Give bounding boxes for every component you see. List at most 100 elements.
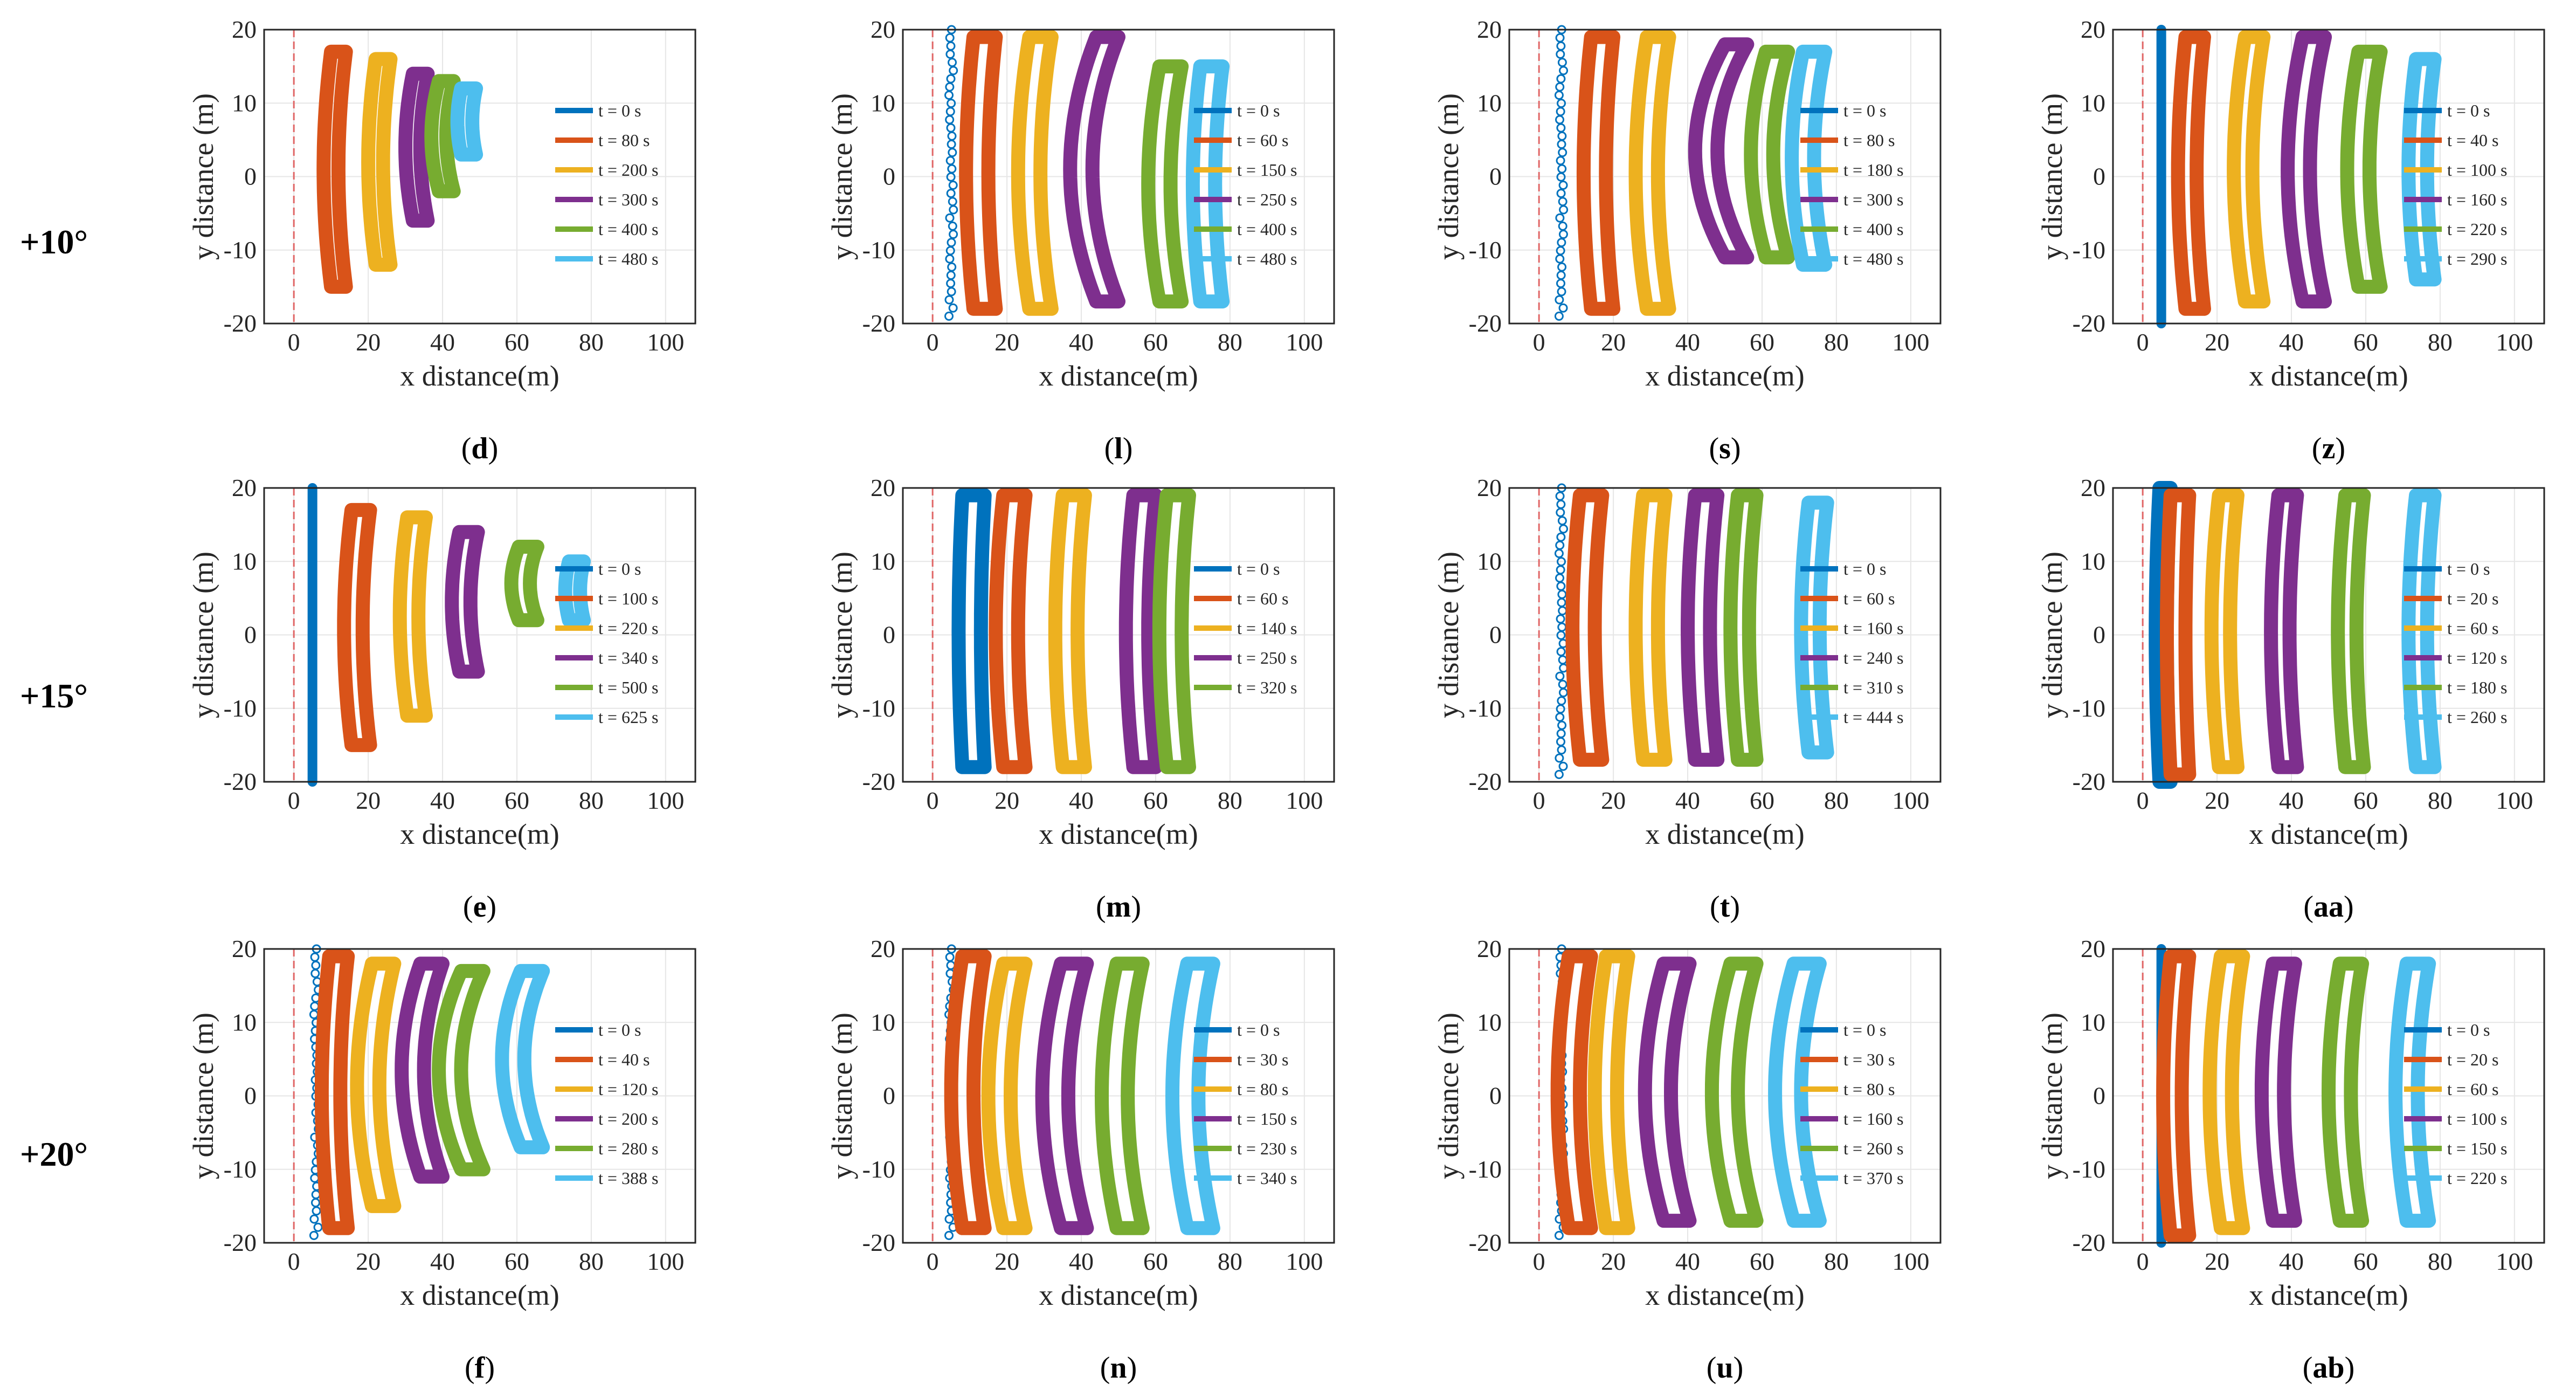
data-point [1556,189,1566,198]
series-1-marks [944,949,992,1235]
y-tick-label: -20 [2073,768,2105,795]
series-1-marks [2171,30,2211,316]
y-axis-label: y distance (m) [826,93,858,260]
series-3-marks [1035,956,1094,1235]
y-tick-label: -10 [1469,694,1502,722]
data-point [309,1214,319,1224]
x-tick-label: 0 [288,328,300,356]
y-axis-label: y distance (m) [1432,93,1465,260]
y-tick-label: -10 [1469,1155,1502,1183]
x-tick-label: 40 [2279,1248,2304,1275]
legend: t = 0 s t = 20 s t = 60 s t = 120 s t = 180 … [2404,559,2507,727]
series-5-marks [495,964,550,1154]
data-point [946,189,956,198]
legend: t = 0 s t = 80 s t = 200 s t = 300 s t = 400… [555,101,658,269]
legend-entry: t = 300 s [1843,190,1903,209]
legend-entry: t = 340 s [1237,1168,1297,1188]
legend-entry: t = 160 s [1843,618,1903,638]
series-2-marks [2204,488,2244,774]
axes-box [2112,29,2545,325]
legend-entry: t = 160 s [1843,1109,1903,1128]
y-axis-label: y distance (m) [187,1013,219,1179]
panel-caption: (d) [461,432,498,465]
y-tick-label: -10 [224,1155,257,1183]
y-tick-label: 20 [1477,935,1502,962]
legend-entry: t = 290 s [2447,249,2507,269]
x-tick-label: 60 [1143,328,1168,356]
legend-entry: t = 444 s [1843,707,1903,727]
series-4-marks [2340,44,2388,294]
legend-entry: t = 100 s [2447,160,2507,180]
panel-caption: (ab) [2303,1351,2354,1385]
x-tick-label: 60 [1750,1248,1774,1275]
panel-ab: 0 20 40 60 80 100 -20 -10 0 10 20 x distance(m) y di… [2036,935,2545,1385]
x-tick-label: 60 [2353,328,2378,356]
series-2-marks [1628,30,1676,316]
series-3-marks [395,956,450,1184]
legend-entry: t = 220 s [2447,1168,2507,1188]
legend-entry: t = 180 s [2447,678,2507,697]
series-3-marks [1638,956,1697,1228]
legend-entry: t = 310 s [1843,678,1903,697]
data-point [1558,180,1568,190]
x-tick-label: 100 [1286,1248,1323,1275]
x-tick-label: 20 [2205,787,2229,814]
x-tick-label: 40 [2279,787,2304,814]
legend-entry: t = 150 s [1237,1109,1297,1128]
data-point [1557,58,1567,67]
y-tick-label: 10 [871,1008,895,1036]
series-1-marks [2160,488,2197,782]
x-tick-label: 80 [2428,787,2453,814]
legend-entry: t = 388 s [598,1168,658,1188]
y-tick-label: -10 [862,236,895,264]
legend: t = 0 s t = 30 s t = 80 s t = 150 s t = 230 … [1194,1020,1297,1188]
data-point [948,221,957,231]
x-tick-label: 40 [430,328,455,356]
data-point [1557,720,1567,730]
y-tick-label: 0 [2093,1082,2105,1110]
panel-caption: (u) [1707,1351,1743,1385]
x-tick-label: 60 [2353,1248,2378,1275]
x-tick-label: 80 [1218,328,1242,356]
x-tick-label: 20 [356,787,381,814]
panel-caption: (f) [465,1351,495,1385]
x-tick-label: 20 [356,328,381,356]
axes-box [902,29,1335,325]
x-tick-label: 0 [1533,328,1545,356]
data-point [947,164,957,174]
legend-entry: t = 100 s [598,589,658,608]
series-1-marks [1576,30,1621,316]
data-point [1557,516,1567,526]
axes-box [902,948,1335,1244]
row-label: +15° [20,677,88,715]
series-4-marks [1723,488,1764,767]
legend-entry: t = 140 s [1237,618,1297,638]
y-tick-label: 10 [1477,1008,1502,1036]
y-tick-label: 0 [883,1082,895,1110]
panel-s: 0 20 40 60 80 100 -20 -10 0 10 20 x distance(m) y di… [1432,16,1942,465]
series-4-marks [424,74,461,198]
y-tick-label: 0 [2093,163,2105,190]
legend-entry: t = 480 s [1843,249,1903,269]
data-point [944,295,954,305]
panel-d: 0 20 40 60 80 100 -20 -10 0 10 20 x distance(m) y di… [187,16,696,465]
x-tick-label: 80 [1824,1248,1849,1275]
y-tick-label: 10 [232,1008,257,1036]
data-point [945,156,955,166]
legend-entry: t = 250 s [1237,648,1297,667]
series-1-marks [314,949,355,1235]
legend-entry: t = 30 s [1237,1050,1288,1069]
y-axis-label: y distance (m) [2036,552,2068,718]
y-axis-label: y distance (m) [826,552,858,718]
panel-t: 0 20 40 60 80 100 -20 -10 0 10 20 x distance(m) y di… [1432,474,1942,924]
series-1-marks [337,503,377,752]
series-3-marks [1681,488,1725,767]
series-3-marks [1063,30,1125,309]
data-point [1554,1230,1564,1240]
data-point [1558,303,1568,313]
legend-entry: t = 0 s [1843,559,1886,579]
x-tick-label: 40 [1069,1248,1094,1275]
series-0-marks [1554,25,1569,321]
y-tick-label: 10 [871,547,895,575]
x-tick-label: 100 [2496,1248,2533,1275]
